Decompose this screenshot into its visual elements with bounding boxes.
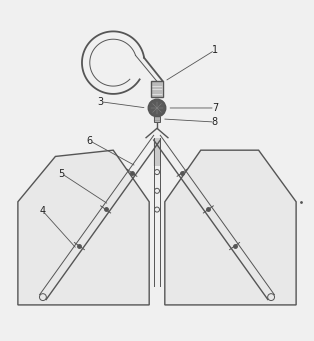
Text: 5: 5 bbox=[58, 169, 65, 179]
Text: 3: 3 bbox=[98, 97, 104, 107]
Polygon shape bbox=[165, 150, 296, 305]
Text: 1: 1 bbox=[212, 45, 218, 55]
Text: 4: 4 bbox=[40, 206, 46, 216]
Bar bbox=[154, 116, 160, 122]
Polygon shape bbox=[18, 150, 149, 305]
Text: 6: 6 bbox=[87, 136, 93, 146]
Text: 8: 8 bbox=[212, 117, 218, 127]
Text: 7: 7 bbox=[212, 103, 218, 113]
Bar bbox=[151, 81, 163, 97]
Circle shape bbox=[148, 99, 166, 117]
